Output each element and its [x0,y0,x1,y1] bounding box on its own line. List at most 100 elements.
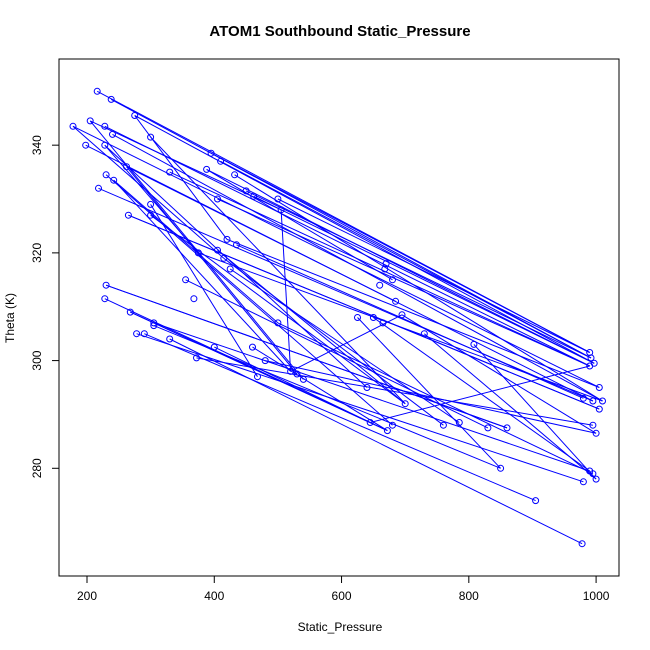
series-line-segment [169,171,590,367]
data-point [389,421,396,429]
series-line-segment [169,338,583,545]
data-point [578,540,586,548]
data-point [392,297,400,305]
series-line-segment [104,125,590,367]
series-line-segment [72,125,225,259]
data-point [398,311,406,319]
series-line-segment [217,249,406,405]
data-point [107,95,115,103]
series-line-segment [234,174,603,402]
data-point [366,419,374,426]
x-tick-label: 800 [459,589,479,603]
data-point [439,421,447,429]
data-point [140,330,148,338]
series-line-segment [126,166,298,375]
series-line-segment [423,333,597,480]
data-point [401,400,409,408]
series-line-segment [252,346,388,432]
data-point [242,187,250,195]
data-point [363,384,371,391]
series-line-segment [134,115,228,240]
data-point [214,195,221,203]
data-point [250,192,258,200]
data-point [287,367,295,375]
series-line-segment [277,198,590,353]
data-point [497,464,505,472]
series-line-segment [110,98,592,359]
x-axis: 200 400 600 800 1000 [77,575,610,603]
data-point [261,357,269,365]
data-layer [69,87,606,548]
series-line-segment [245,190,592,359]
data-point [150,319,158,327]
y-tick-label: 300 [30,350,44,370]
data-point [150,322,158,330]
data-point [210,343,218,351]
data-point [95,184,102,192]
data-point [101,295,109,303]
series-line-segment [370,365,590,423]
series-line-segment [104,144,199,254]
series-line-segment [265,360,597,434]
series-line-segment [185,279,489,429]
data-point [277,206,285,214]
data-point [254,373,261,381]
series-line-segment [128,214,600,410]
series-line-segment [153,322,590,472]
data-point [381,265,389,273]
data-point [274,319,282,327]
data-point [592,475,600,483]
data-point [214,246,221,254]
data-point [579,478,587,486]
data-point [455,419,463,426]
data-point [69,122,77,130]
series-line-segment [357,317,501,469]
data-point [383,427,391,435]
data-point [220,254,228,262]
data-point [503,424,511,432]
data-point [589,470,597,478]
data-point [203,165,211,173]
data-point [249,343,256,351]
data-point [293,370,301,378]
data-point [126,308,134,316]
chart-title: ATOM1 Southbound Static_Pressure [209,23,470,40]
data-point [599,397,606,405]
data-point [207,149,215,157]
series-line-segment [220,160,592,359]
series-line-segment [223,257,444,426]
data-point [231,171,239,179]
series-line-segment [473,344,597,480]
data-point [86,117,94,125]
series-line-segment [150,136,406,405]
y-tick-label: 280 [30,458,44,478]
series-line-segment [214,346,371,423]
data-point [123,163,130,171]
data-point [194,249,202,257]
data-point [420,330,428,338]
data-point [82,141,90,149]
y-tick-label: 320 [30,243,44,263]
data-point [274,195,282,203]
series-line-segment [206,168,595,364]
data-point [131,112,139,119]
x-tick-label: 600 [332,589,352,603]
data-point [193,354,200,362]
data-point [587,354,595,362]
series-line-segment [226,238,600,388]
data-point [579,394,587,402]
series-line-segment [72,125,600,388]
series-line-segment [126,166,396,302]
x-axis-label: Static_Pressure [298,620,383,634]
series-line-segment [217,198,590,367]
series-line-segment [401,314,597,434]
series-line-segment [196,357,593,426]
data-point [124,211,132,219]
series-line-segment [113,179,291,372]
x-tick-label: 200 [77,589,97,603]
data-point [369,314,377,321]
x-tick-label: 400 [204,589,224,603]
data-point [147,133,155,141]
data-point [182,276,190,284]
data-point [133,330,141,338]
